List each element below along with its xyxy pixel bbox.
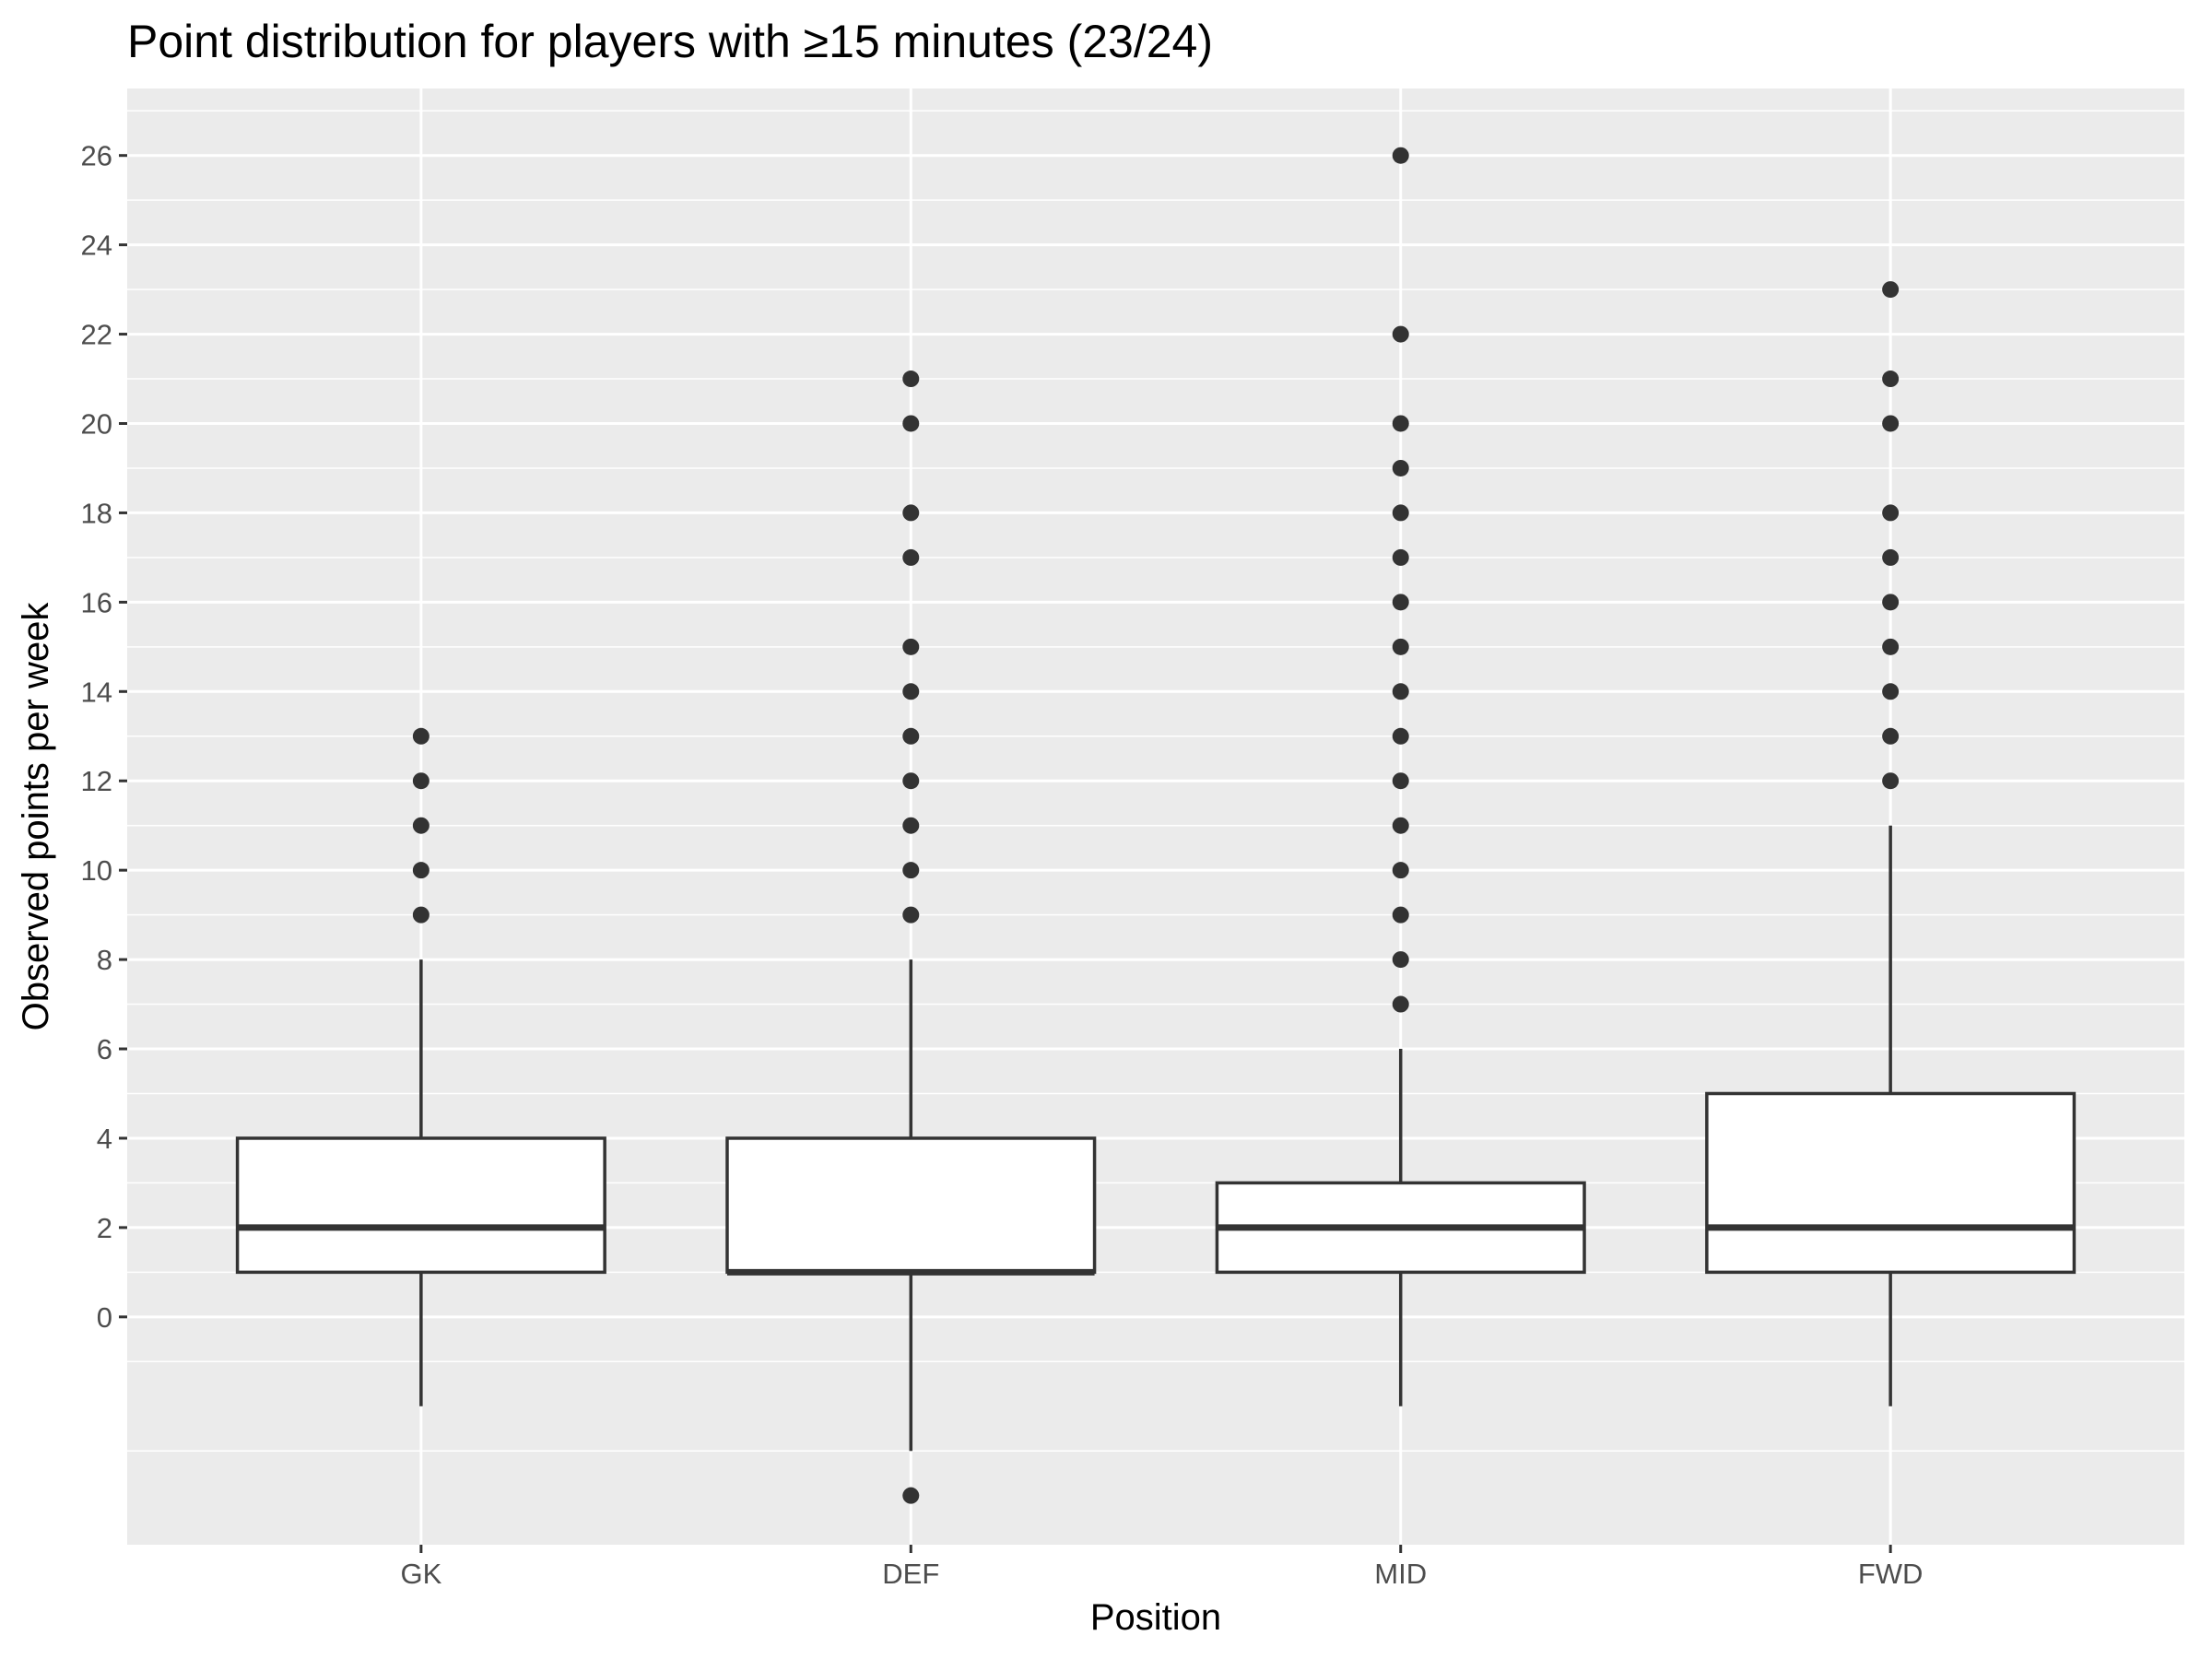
outlier-point [902,817,920,834]
outlier-point [902,683,920,700]
y-tick-label: 26 [81,140,112,172]
outlier-point [902,862,920,879]
outlier-point [412,906,429,924]
plot-panel [127,88,2184,1545]
box-def [725,371,1097,1504]
outlier-point [902,415,920,432]
x-tick-label: FWD [1858,1558,1924,1590]
y-tick-label: 14 [81,676,112,708]
y-tick-label: 0 [97,1301,112,1334]
box-gk [235,727,606,1406]
outlier-point [1392,862,1409,879]
minor-gridlines [127,110,2184,1452]
major-gridlines [127,88,2184,1545]
outlier-point [902,371,920,388]
x-tick-label: DEF [882,1558,939,1590]
box-fwd [1705,281,2077,1406]
outlier-point [1392,325,1409,343]
outlier-point [1392,817,1409,834]
outlier-point [1392,772,1409,790]
y-tick-label: 20 [81,407,112,440]
y-tick-label: 12 [81,765,112,797]
outlier-point [1882,594,1900,611]
outlier-point [902,504,920,522]
outlier-point [1882,683,1900,700]
outlier-point [1882,772,1900,790]
x-tick-label: MID [1374,1558,1427,1590]
outlier-point [1882,281,1900,299]
outlier-point [1392,638,1409,655]
y-tick-label: 2 [97,1212,112,1244]
outlier-point [1882,727,1900,745]
outlier-point [1882,415,1900,432]
outlier-point [902,906,920,924]
outlier-point [1392,548,1409,566]
outlier-point [1392,504,1409,522]
x-tick-label: GK [400,1558,441,1590]
outlier-point [1882,504,1900,522]
outlier-point [902,548,920,566]
outlier-point [1392,147,1409,164]
outlier-point [902,772,920,790]
x-axis-title: Position [1090,1597,1221,1638]
outlier-point [1392,683,1409,700]
outlier-point [1392,951,1409,969]
outlier-point [412,862,429,879]
y-tick-label: 22 [81,319,112,351]
outlier-point [1392,415,1409,432]
y-tick-label: 18 [81,497,112,529]
y-tick-label: 6 [97,1033,112,1065]
y-axis-title: Observed points per week [16,602,56,1031]
outlier-point [902,1487,920,1504]
y-tick-label: 24 [81,229,112,262]
iqr-box [235,1136,606,1275]
outlier-point [902,727,920,745]
y-tick-label: 16 [81,586,112,618]
iqr-box [1705,1091,2077,1275]
outlier-point [1392,906,1409,924]
x-axis: GK DEF MID FWD [400,1545,1923,1590]
outlier-point [902,638,920,655]
outlier-point [1392,995,1409,1013]
y-tick-label: 10 [81,854,112,887]
y-tick-label: 8 [97,944,112,976]
outlier-point [412,772,429,790]
outlier-point [1882,371,1900,388]
box-layer [235,147,2077,1504]
outlier-point [1392,459,1409,477]
outlier-point [412,727,429,745]
iqr-box [725,1136,1097,1275]
chart-title: Point distribution for players with ≥15 … [127,16,1213,67]
outlier-point [1392,594,1409,611]
outlier-point [1392,727,1409,745]
outlier-point [1882,638,1900,655]
box-mid [1215,147,1586,1406]
outlier-point [1882,548,1900,566]
y-tick-label: 4 [97,1123,112,1155]
outlier-point [412,817,429,834]
